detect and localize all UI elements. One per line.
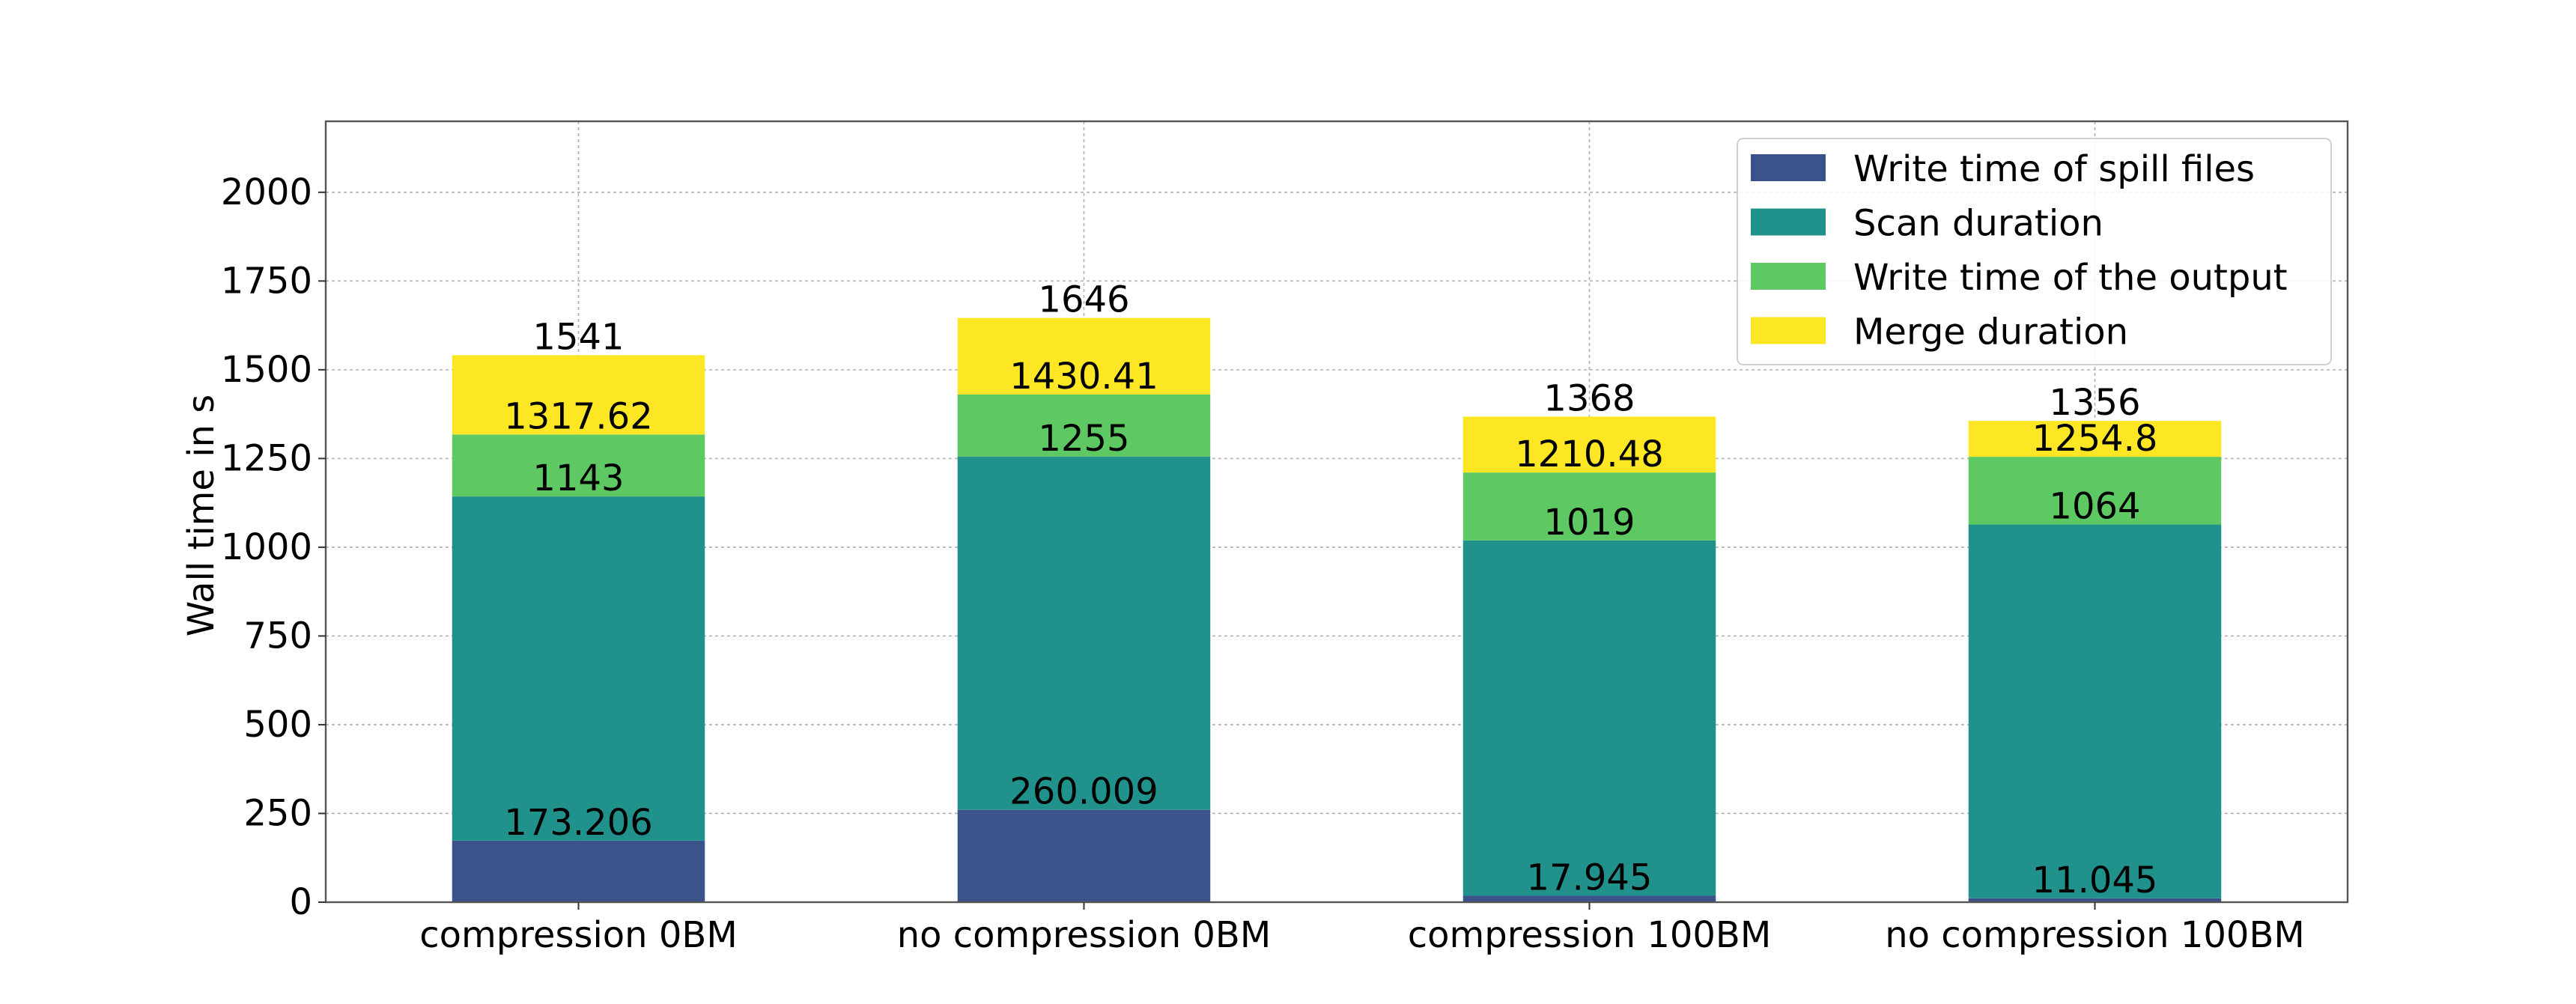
bar-data-label: 1541 <box>532 316 624 358</box>
legend-box <box>1737 138 2332 365</box>
y-tick-label: 1750 <box>221 260 312 302</box>
x-tick-label: compression 0BM <box>419 914 737 956</box>
bar-segment <box>957 809 1211 902</box>
x-axis: compression 0BM no compression 0BM compres… <box>419 902 2305 956</box>
bar-data-label: 1019 <box>1543 502 1635 544</box>
bar-data-label: 1430.41 <box>1009 356 1158 398</box>
bar-segment <box>1462 472 1716 541</box>
bar-segment <box>1968 524 2222 898</box>
bar-data-label: 173.206 <box>504 802 653 844</box>
legend-label: Merge duration <box>1853 311 2128 353</box>
data-labels-layer: 173.206 1143 1317.62 1541 260.009 1255 1430.41… <box>504 279 2157 901</box>
bar-data-label: 1368 <box>1543 377 1635 419</box>
y-axis: 0 250 500 750 1000 1250 1500 1750 2000 <box>221 171 326 923</box>
bar-data-label: 11.045 <box>2032 860 2158 901</box>
legend: Write time of spill files Scan duration Wr… <box>1737 138 2332 365</box>
bar-segment <box>957 394 1211 457</box>
y-tick-label: 1250 <box>221 437 312 479</box>
bar-segment <box>452 434 705 497</box>
bar-data-label: 1317.62 <box>504 395 653 437</box>
legend-swatch <box>1751 208 1826 236</box>
legend-label: Write time of spill files <box>1853 148 2255 190</box>
x-tick-label: compression 100BM <box>1408 914 1772 956</box>
bar-segment <box>1968 898 2222 902</box>
bar-data-label: 260.009 <box>1009 771 1158 813</box>
y-tick-label: 1000 <box>221 526 312 568</box>
bar-data-label: 1356 <box>2049 382 2140 424</box>
y-tick-label: 250 <box>243 792 312 834</box>
bar-segment <box>1968 421 2222 457</box>
bar-data-label: 17.945 <box>1527 857 1653 898</box>
y-tick-label: 750 <box>243 615 312 657</box>
bar-segment <box>957 317 1211 395</box>
y-tick-label: 500 <box>243 704 312 746</box>
legend-swatch <box>1751 317 1826 344</box>
bar-segment <box>452 840 705 902</box>
bar-data-label: 1254.8 <box>2032 418 2158 460</box>
x-tick-label: no compression 0BM <box>897 914 1272 956</box>
bar-segment <box>1462 895 1716 902</box>
y-tick-label: 2000 <box>221 171 312 213</box>
plot-frame <box>324 120 2349 904</box>
x-tick-label: no compression 100BM <box>1885 914 2305 956</box>
bar-data-label: 1646 <box>1038 279 1129 321</box>
bar-data-label: 1255 <box>1038 418 1129 460</box>
bars-layer <box>452 317 2222 902</box>
legend-swatch <box>1751 263 1826 290</box>
bar-segment <box>452 496 705 841</box>
y-tick-label: 1500 <box>221 349 312 391</box>
bar-segment <box>452 355 705 435</box>
bar-data-label: 1143 <box>532 457 624 499</box>
legend-label: Write time of the output <box>1853 257 2288 299</box>
legend-swatch <box>1751 154 1826 181</box>
bar-data-label: 1210.48 <box>1515 433 1664 475</box>
legend-label: Scan duration <box>1853 203 2103 245</box>
bar-segment <box>1462 540 1716 896</box>
y-tick-label: 0 <box>289 881 312 923</box>
bar-segment <box>1462 416 1716 473</box>
bar-segment <box>1968 457 2222 525</box>
y-axis-label: Wall time in s <box>180 395 222 636</box>
bar-data-label: 1064 <box>2049 486 2140 528</box>
bar-segment <box>957 457 1211 810</box>
